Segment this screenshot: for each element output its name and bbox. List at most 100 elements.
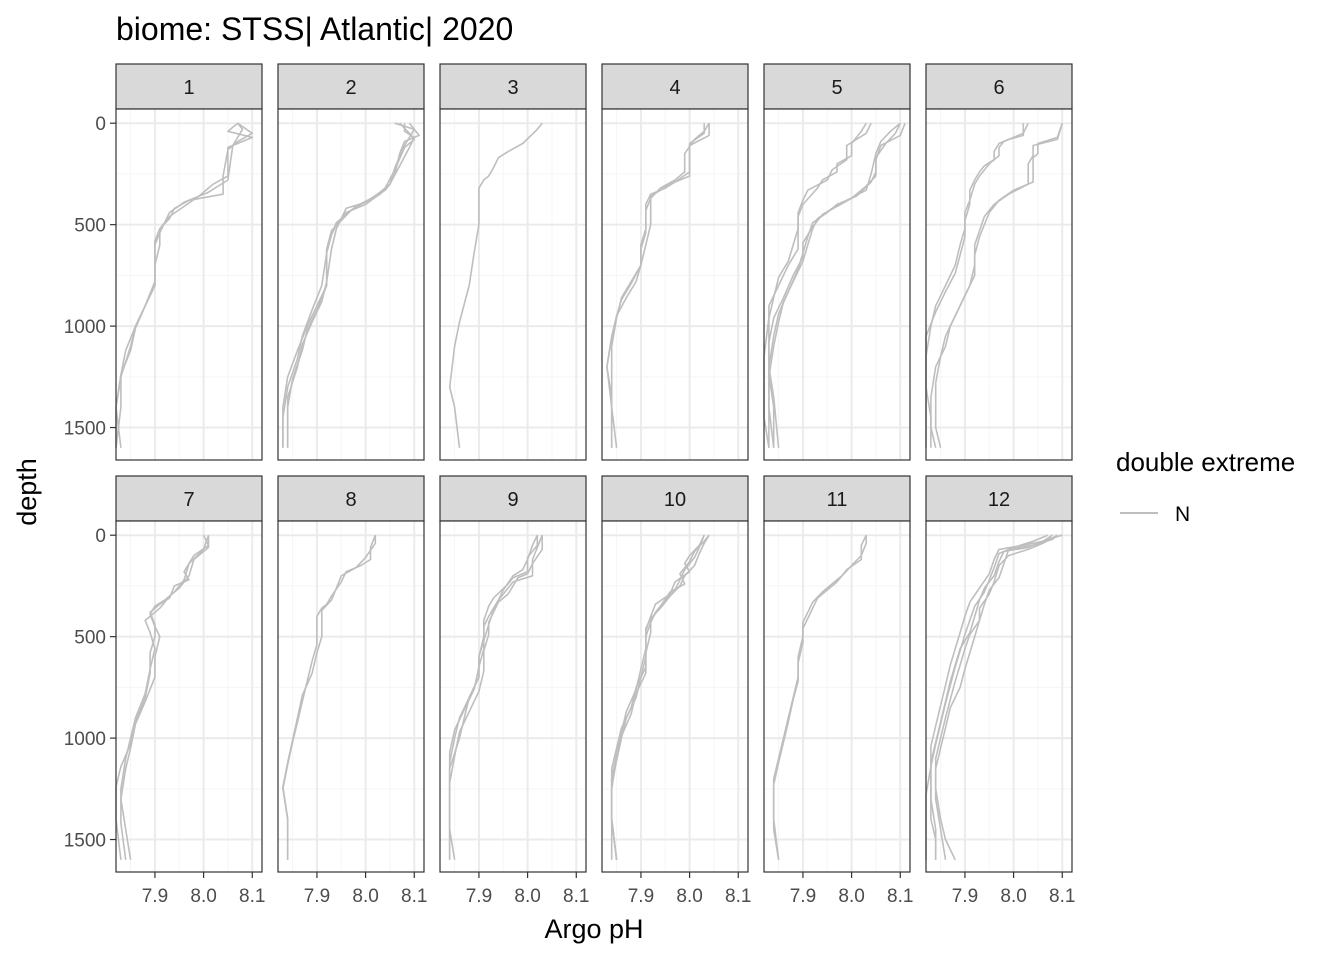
facet-strip [277,63,425,110]
x-tick-label: 7.9 [952,886,978,907]
y-tick-label: 500 [74,628,106,649]
panel-border [439,520,587,873]
facet-panel-2: 2 [277,63,425,461]
series-line [115,122,254,448]
series-line [610,534,710,860]
facet-strip-label: 11 [827,489,848,511]
x-tick-label: 8.1 [401,886,427,907]
panel-border [763,520,911,873]
series-line [772,534,867,860]
x-tick-label: 7.9 [142,886,168,907]
y-tick-label: 500 [74,216,106,237]
x-tick-label: 8.1 [725,886,751,907]
series-line [768,122,901,448]
panel-background [602,521,748,872]
series-line [925,122,1029,448]
y-tick-label: 0 [95,526,106,547]
series-line [282,122,416,448]
series-line [934,122,1064,448]
series-line [448,535,539,860]
facet-strip [277,475,425,522]
facet-strip [439,475,587,522]
x-tick-label: 7.9 [466,886,492,907]
y-tick-label: 1500 [64,831,106,852]
series-line [120,534,210,860]
y-tick-label: 0 [95,114,106,135]
panel-border [601,108,749,461]
facet-strip [925,475,1073,522]
facet-panel-7: 7 0 500 1000 1500 7.9 8.0 8.1 [64,475,265,907]
series-line [610,534,705,860]
facet-strip-label: 1 [183,77,194,99]
facet-strip-label: 10 [664,489,686,511]
series-line [286,122,416,448]
x-tick-label: 8.0 [1000,886,1026,907]
facet-panel-12: 12 7.9 8.0 8.1 [925,475,1075,907]
panel-background [440,109,586,460]
series-line [768,122,906,448]
y-tick-label: 1000 [64,729,106,750]
panel-border [439,108,587,461]
series-line [115,534,210,860]
panel-background [278,521,424,872]
y-tick-label: 1500 [64,419,106,440]
facet-panel-6: 6 [925,63,1073,461]
x-tick-label: 8.1 [239,886,265,907]
facet-panel-10: 10 7.9 8.0 8.1 [601,475,751,907]
panel-background [764,521,910,872]
facet-strip [439,63,587,110]
facet-panel-3: 3 [439,63,587,461]
series-line [448,534,539,860]
series-line [448,535,544,860]
series-line [448,122,543,448]
facet-strip-label: 3 [507,77,518,99]
series-line [930,122,1064,448]
y-tick-label: 1000 [64,317,106,338]
facet-strip-label: 6 [993,77,1004,99]
panel-background [926,109,1072,460]
facet-strip-label: 9 [507,489,518,511]
facet-strip-label: 5 [831,77,842,99]
series-line [934,534,1058,861]
x-axis-label: Argo pH [544,914,643,944]
series-line [282,535,377,860]
facet-strip [601,63,749,110]
facet-strip-label: 2 [345,77,356,99]
facet-panel-11: 11 7.9 8.0 8.1 [763,475,913,907]
x-tick-label: 8.1 [1049,886,1075,907]
facet-panel-5: 5 [763,63,911,461]
facet-panel-4: 4 [601,63,749,461]
x-tick-label: 7.9 [304,886,330,907]
x-tick-label: 8.0 [514,886,540,907]
panel-border [925,108,1073,461]
legend-title: double extreme [1116,447,1295,477]
panel-border [601,520,749,873]
panel-background [440,521,586,872]
x-tick-label: 8.0 [838,886,864,907]
panel-border [277,108,425,461]
panel-background [116,109,262,460]
legend-entry-label: N [1175,503,1190,526]
panel-border [115,108,263,461]
x-tick-label: 7.9 [628,886,654,907]
panel-border [763,108,911,461]
panel-background [602,109,748,460]
x-tick-label: 8.0 [676,886,702,907]
facet-strip-label: 4 [669,77,680,99]
facet-strip-label: 8 [345,489,356,511]
legend: double extreme N [1116,447,1295,526]
facet-strip-label: 12 [988,489,1010,511]
facet-panel-1: 1 0 500 1000 1500 [64,63,263,461]
facet-strip [763,63,911,110]
panel-border [925,520,1073,873]
x-tick-label: 8.0 [190,886,216,907]
facet-strip [115,63,263,110]
series-line [934,534,1058,860]
x-tick-label: 8.1 [887,886,913,907]
facet-panel-8: 8 7.9 8.0 8.1 [277,475,427,907]
facet-strip-label: 7 [183,489,194,511]
x-tick-label: 8.0 [352,886,378,907]
facet-panel-9: 9 7.9 8.0 8.1 [439,475,589,907]
